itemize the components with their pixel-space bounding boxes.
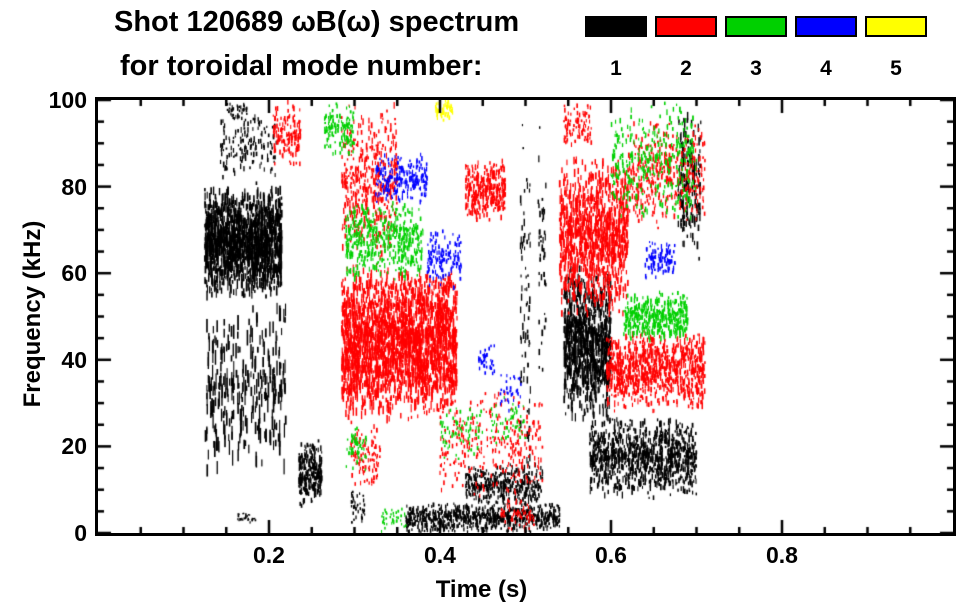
legend-swatch-mode-4: [795, 16, 857, 37]
x-tick-0.8: 0.8: [766, 542, 798, 568]
plot-area: [95, 97, 956, 536]
legend-mode-numbers: 1 2 3 4 5: [585, 57, 927, 81]
legend-swatch-mode-3: [725, 16, 787, 37]
y-tick-40: 40: [61, 346, 87, 373]
y-tick-0: 0: [74, 520, 87, 546]
y-tick-20: 20: [61, 433, 87, 460]
legend-label-mode-3: 3: [750, 57, 762, 80]
x-tick-0.4: 0.4: [424, 542, 456, 568]
legend-label-mode-1: 1: [610, 57, 622, 80]
y-axis-label: Frequency (kHz): [19, 220, 46, 408]
legend-swatch-mode-1: [585, 16, 647, 37]
y-tick-80: 80: [61, 173, 87, 200]
spectrogram-canvas: [98, 100, 953, 533]
figure-subtitle: for toroidal mode number:: [120, 50, 483, 82]
x-tick-0.6: 0.6: [595, 542, 627, 568]
y-tick-60: 60: [61, 260, 87, 287]
x-axis-label: Time (s): [435, 576, 528, 603]
y-tick-100: 100: [48, 87, 87, 113]
figure-title: Shot 120689 ωB(ω) spectrum: [114, 6, 520, 38]
legend-label-mode-4: 4: [820, 57, 832, 80]
legend-swatch-mode-5: [865, 16, 927, 37]
legend-swatches: [585, 16, 927, 37]
legend-label-mode-2: 2: [680, 57, 692, 80]
legend-swatch-mode-2: [655, 16, 717, 37]
x-tick-0.2: 0.2: [253, 542, 285, 568]
legend-label-mode-5: 5: [890, 57, 902, 80]
